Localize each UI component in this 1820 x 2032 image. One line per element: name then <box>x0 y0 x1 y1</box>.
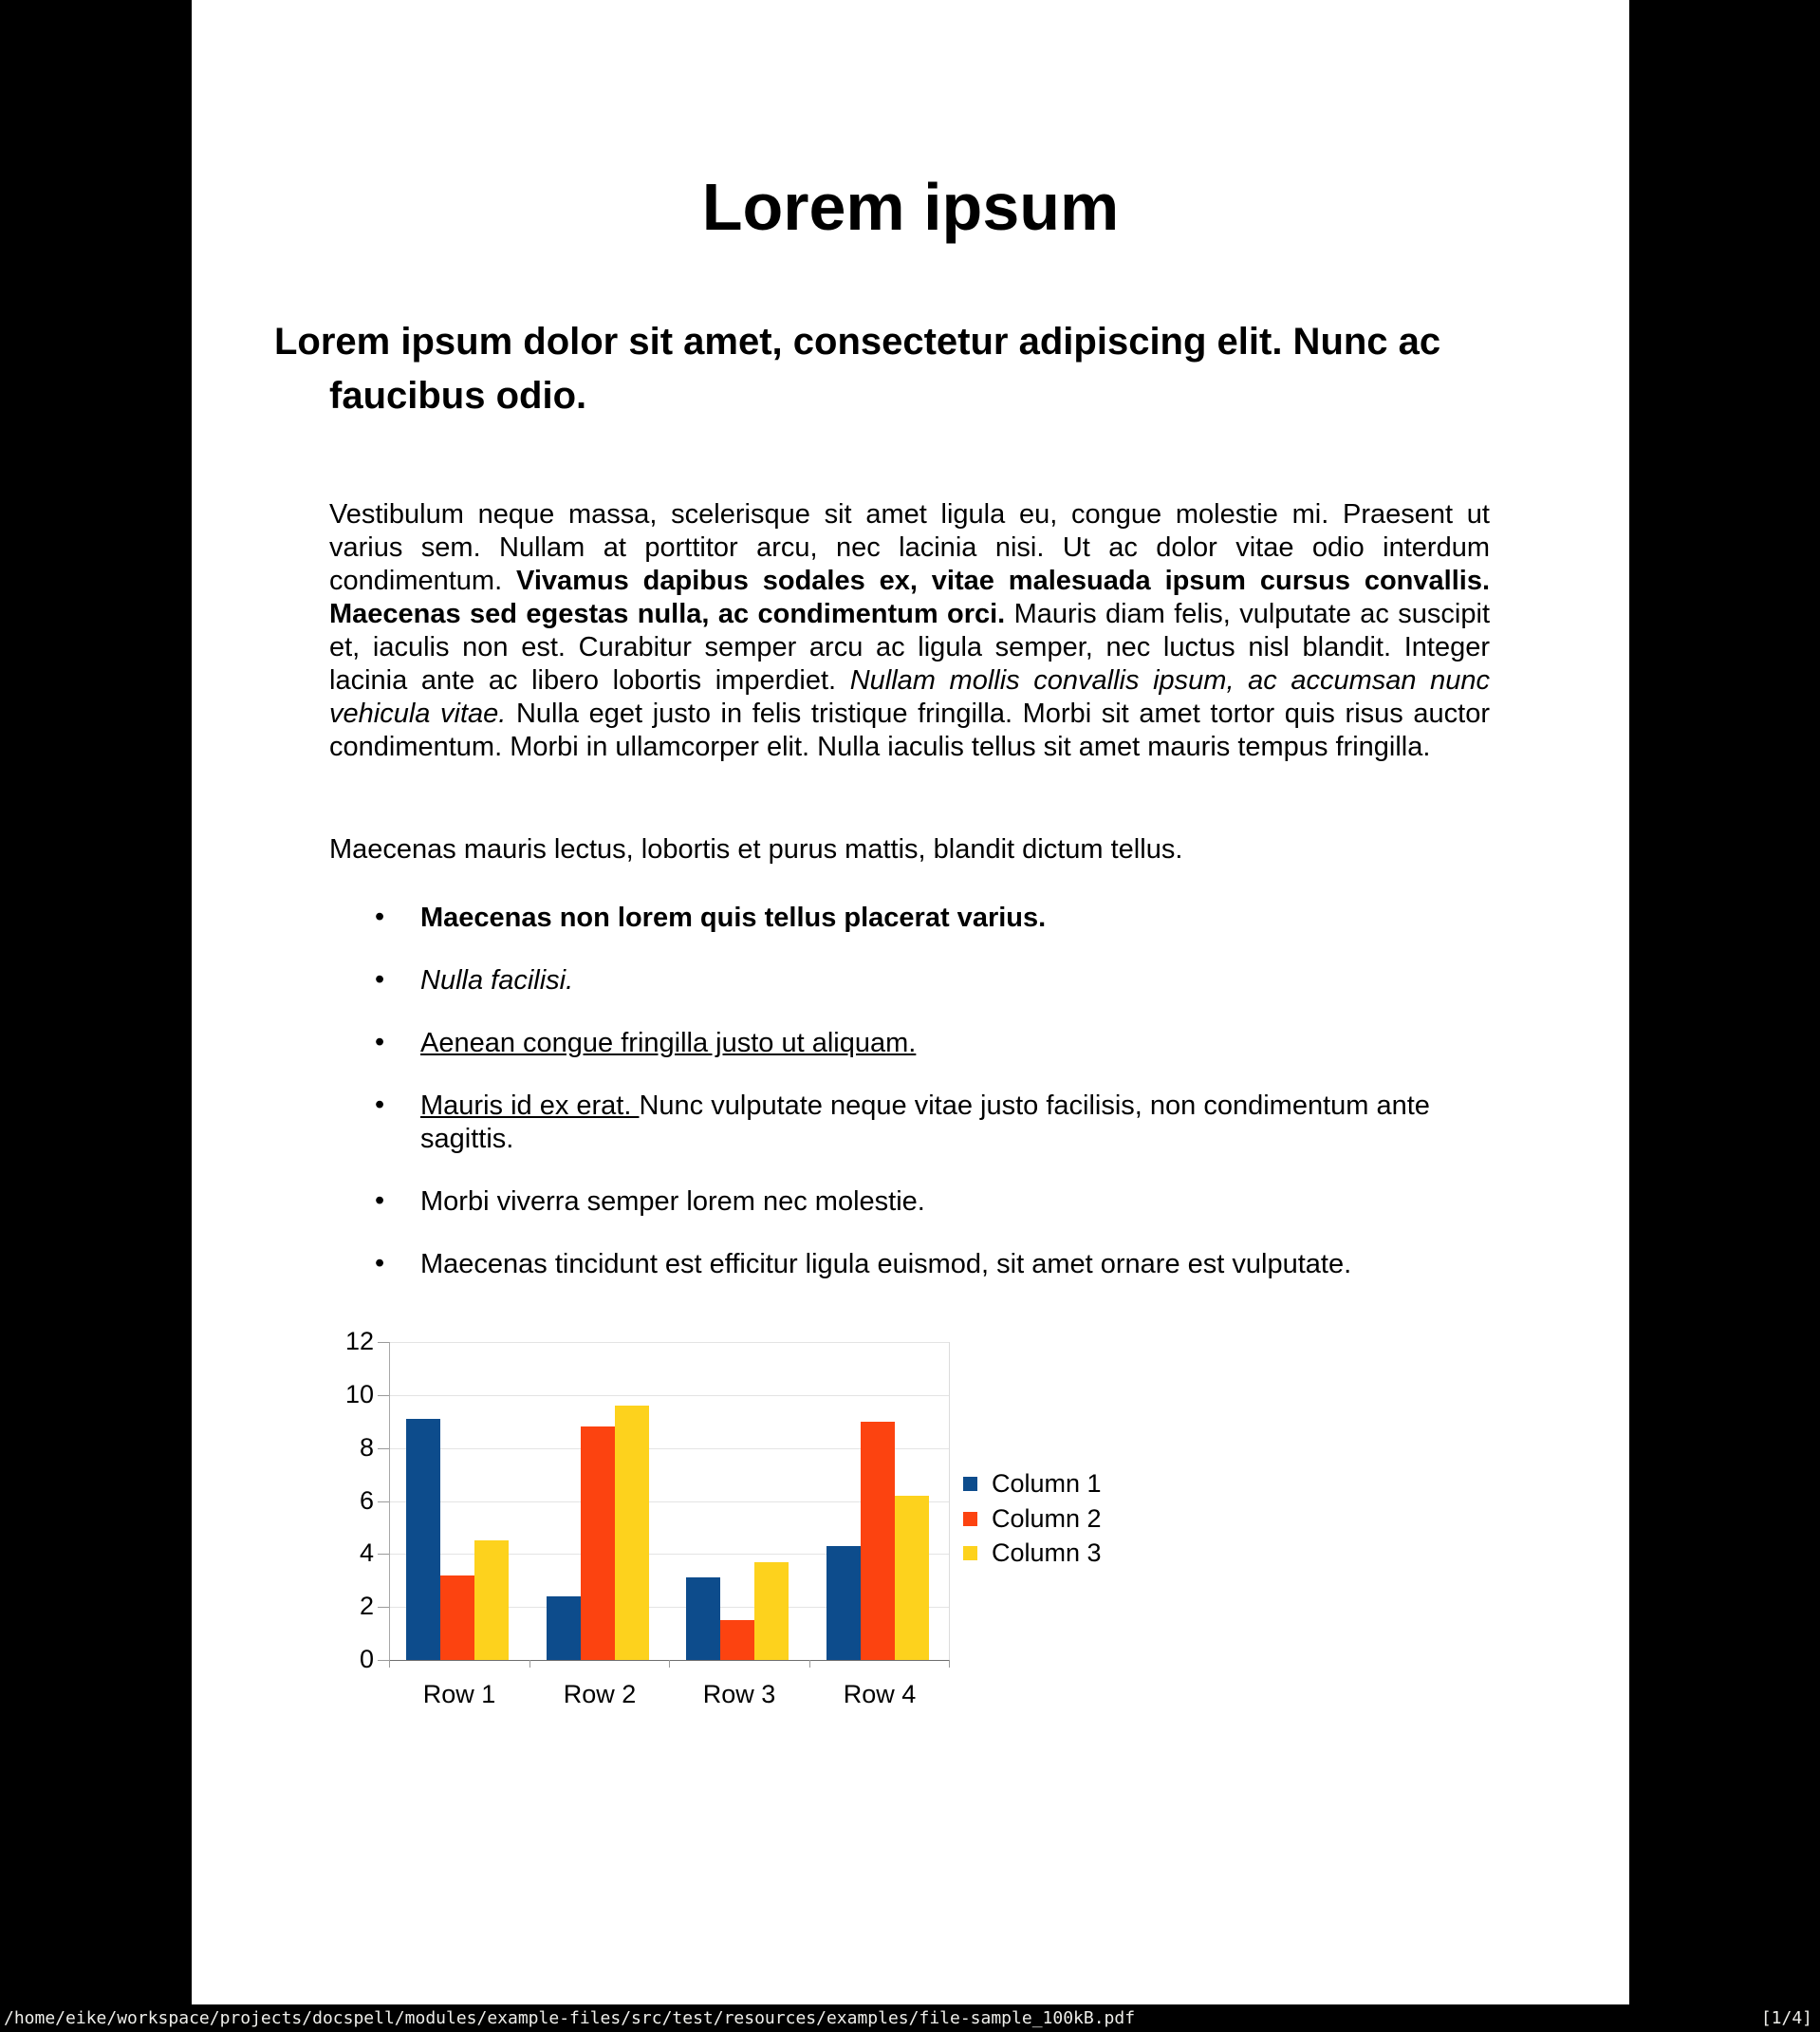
chart-bar <box>895 1496 929 1660</box>
list-item-text: Maecenas non lorem quis tellus placerat … <box>420 903 1046 933</box>
chart-x-tick <box>529 1660 530 1668</box>
document-title: Lorem ipsum <box>701 170 1120 244</box>
list-item-text: Aenean congue fringilla justo ut aliquam… <box>420 1028 916 1058</box>
chart-bar <box>547 1596 581 1660</box>
text-segment: Nunc vulputate neque vitae justo facilis… <box>420 1091 1430 1154</box>
chart-bar <box>474 1540 509 1660</box>
chart-x-label: Row 2 <box>563 1680 637 1708</box>
text-segment: Aenean congue fringilla justo ut aliquam… <box>420 1028 917 1058</box>
text-segment: Mauris diam felis, vulputate ac suscipit… <box>329 599 1490 696</box>
list-item: • Mauris id ex erat. Nunc vulputate neque… <box>329 1090 1490 1156</box>
chart-bar <box>686 1577 720 1660</box>
list-item-text: Nulla facilisi. <box>420 965 573 996</box>
text-segment: Maecenas non lorem quis tellus placerat … <box>420 903 1047 933</box>
chart-y-label: 4 <box>359 1538 374 1567</box>
list-item: • Maecenas non lorem quis tellus placerat… <box>329 902 1490 935</box>
chart-bar <box>406 1419 440 1660</box>
status-bar: /home/eike/workspace/projects/docspell/m… <box>0 2004 1820 2032</box>
legend-item: Column 2 <box>963 1502 1102 1535</box>
chart-x-tick <box>949 1660 950 1668</box>
chart-y-label: 2 <box>359 1592 374 1620</box>
text-segment: Vestibulum neque massa, scelerisque sit … <box>329 499 1490 596</box>
chart-gridline <box>389 1395 949 1396</box>
list-item: • Nulla facilisi. <box>329 964 1490 997</box>
chart-x-label: Row 4 <box>843 1680 917 1708</box>
text-segment: Morbi viverra semper lorem nec molestie. <box>420 1186 925 1217</box>
bullet-marker: • <box>375 902 385 932</box>
chart-bar <box>440 1575 474 1660</box>
list-item: • Maecenas tincidunt est efficitur ligula… <box>329 1248 1490 1281</box>
text-segment: Nulla eget justo in felis tristique frin… <box>329 699 1490 762</box>
chart-gridline <box>389 1342 949 1343</box>
document-page[interactable]: Lorem ipsum Lorem ipsum dolor sit amet, … <box>192 0 1629 2004</box>
text-segment: Maecenas tincidunt est efficitur ligula … <box>420 1249 1352 1279</box>
chart-y-tick <box>378 1660 389 1661</box>
chart-bar <box>720 1620 754 1660</box>
bullet-marker: • <box>375 1185 385 1216</box>
chart-y-label: 8 <box>359 1433 374 1462</box>
body-paragraph: Vestibulum neque massa, scelerisque sit … <box>329 498 1490 764</box>
legend-label: Column 3 <box>992 1538 1102 1567</box>
list-intro-paragraph: Maecenas mauris lectus, lobortis et puru… <box>329 834 1183 865</box>
text-segment: Nulla facilisi. <box>420 965 574 996</box>
text-segment: Mauris id ex erat. <box>420 1091 640 1121</box>
text-segment: Vivamus dapibus sodales ex, vitae malesu… <box>329 566 1491 629</box>
legend-swatch <box>963 1545 977 1560</box>
chart-y-label: 0 <box>359 1645 374 1673</box>
file-path: /home/eike/workspace/projects/docspell/m… <box>4 2008 1136 2028</box>
chart-bar <box>615 1406 649 1660</box>
list-item-text: Maecenas tincidunt est efficitur ligula … <box>420 1249 1351 1279</box>
chart-y-tick <box>378 1501 389 1502</box>
chart-x-tick <box>669 1660 670 1668</box>
page-indicator: [1/4] <box>1760 2008 1812 2028</box>
chart-bar <box>754 1562 789 1660</box>
list-item-text: Morbi viverra semper lorem nec molestie. <box>420 1186 925 1217</box>
chart-gridline <box>389 1448 949 1449</box>
chart-y-tick <box>378 1342 389 1343</box>
legend-item: Column 1 <box>963 1467 1102 1500</box>
legend-swatch <box>963 1511 977 1526</box>
chart-y-label: 6 <box>359 1486 374 1515</box>
chart-y-tick <box>378 1448 389 1449</box>
chart-gridline <box>389 1607 949 1608</box>
chart-y-label: 10 <box>344 1380 374 1408</box>
bullet-marker: • <box>375 1090 385 1120</box>
chart-y-tick <box>378 1554 389 1555</box>
chart-y-label: 12 <box>344 1327 374 1355</box>
legend-swatch <box>963 1476 977 1491</box>
chart-bar <box>826 1546 861 1660</box>
chart-x-tick <box>809 1660 810 1668</box>
chart-bar <box>581 1426 615 1660</box>
list-item: • Morbi viverra semper lorem nec molestie… <box>329 1185 1490 1219</box>
chart-gridline <box>389 1554 949 1555</box>
list-item: • Aenean congue fringilla justo ut aliqua… <box>329 1027 1490 1060</box>
chart-y-axis <box>389 1342 390 1668</box>
chart-x-tick <box>389 1660 390 1668</box>
chart-plot-border <box>949 1342 950 1660</box>
bullet-marker: • <box>375 1027 385 1057</box>
chart-gridline <box>389 1501 949 1502</box>
chart-y-tick <box>378 1607 389 1608</box>
legend-item: Column 3 <box>963 1537 1102 1569</box>
chart-x-label: Row 3 <box>702 1680 776 1708</box>
chart-y-tick <box>378 1395 389 1396</box>
legend-label: Column 1 <box>992 1469 1102 1498</box>
document-heading: Lorem ipsum dolor sit amet, consectetur … <box>274 321 1441 417</box>
bullet-marker: • <box>375 1248 385 1278</box>
bullet-marker: • <box>375 964 385 995</box>
bar-chart: 0 2 4 6 8 10 12 Row 1 Row 2 Row 3 Row 4 Column 1 Col… <box>192 0 1629 2004</box>
text-segment: Nullam mollis convallis ipsum, ac accums… <box>329 665 1491 729</box>
chart-x-label: Row 1 <box>422 1680 496 1708</box>
legend-label: Column 2 <box>992 1504 1102 1533</box>
chart-bar <box>861 1422 895 1660</box>
bullet-list: • Maecenas non lorem quis tellus placerat… <box>329 902 1490 1311</box>
list-item-text: Mauris id ex erat. Nunc vulputate neque … <box>420 1091 1430 1154</box>
